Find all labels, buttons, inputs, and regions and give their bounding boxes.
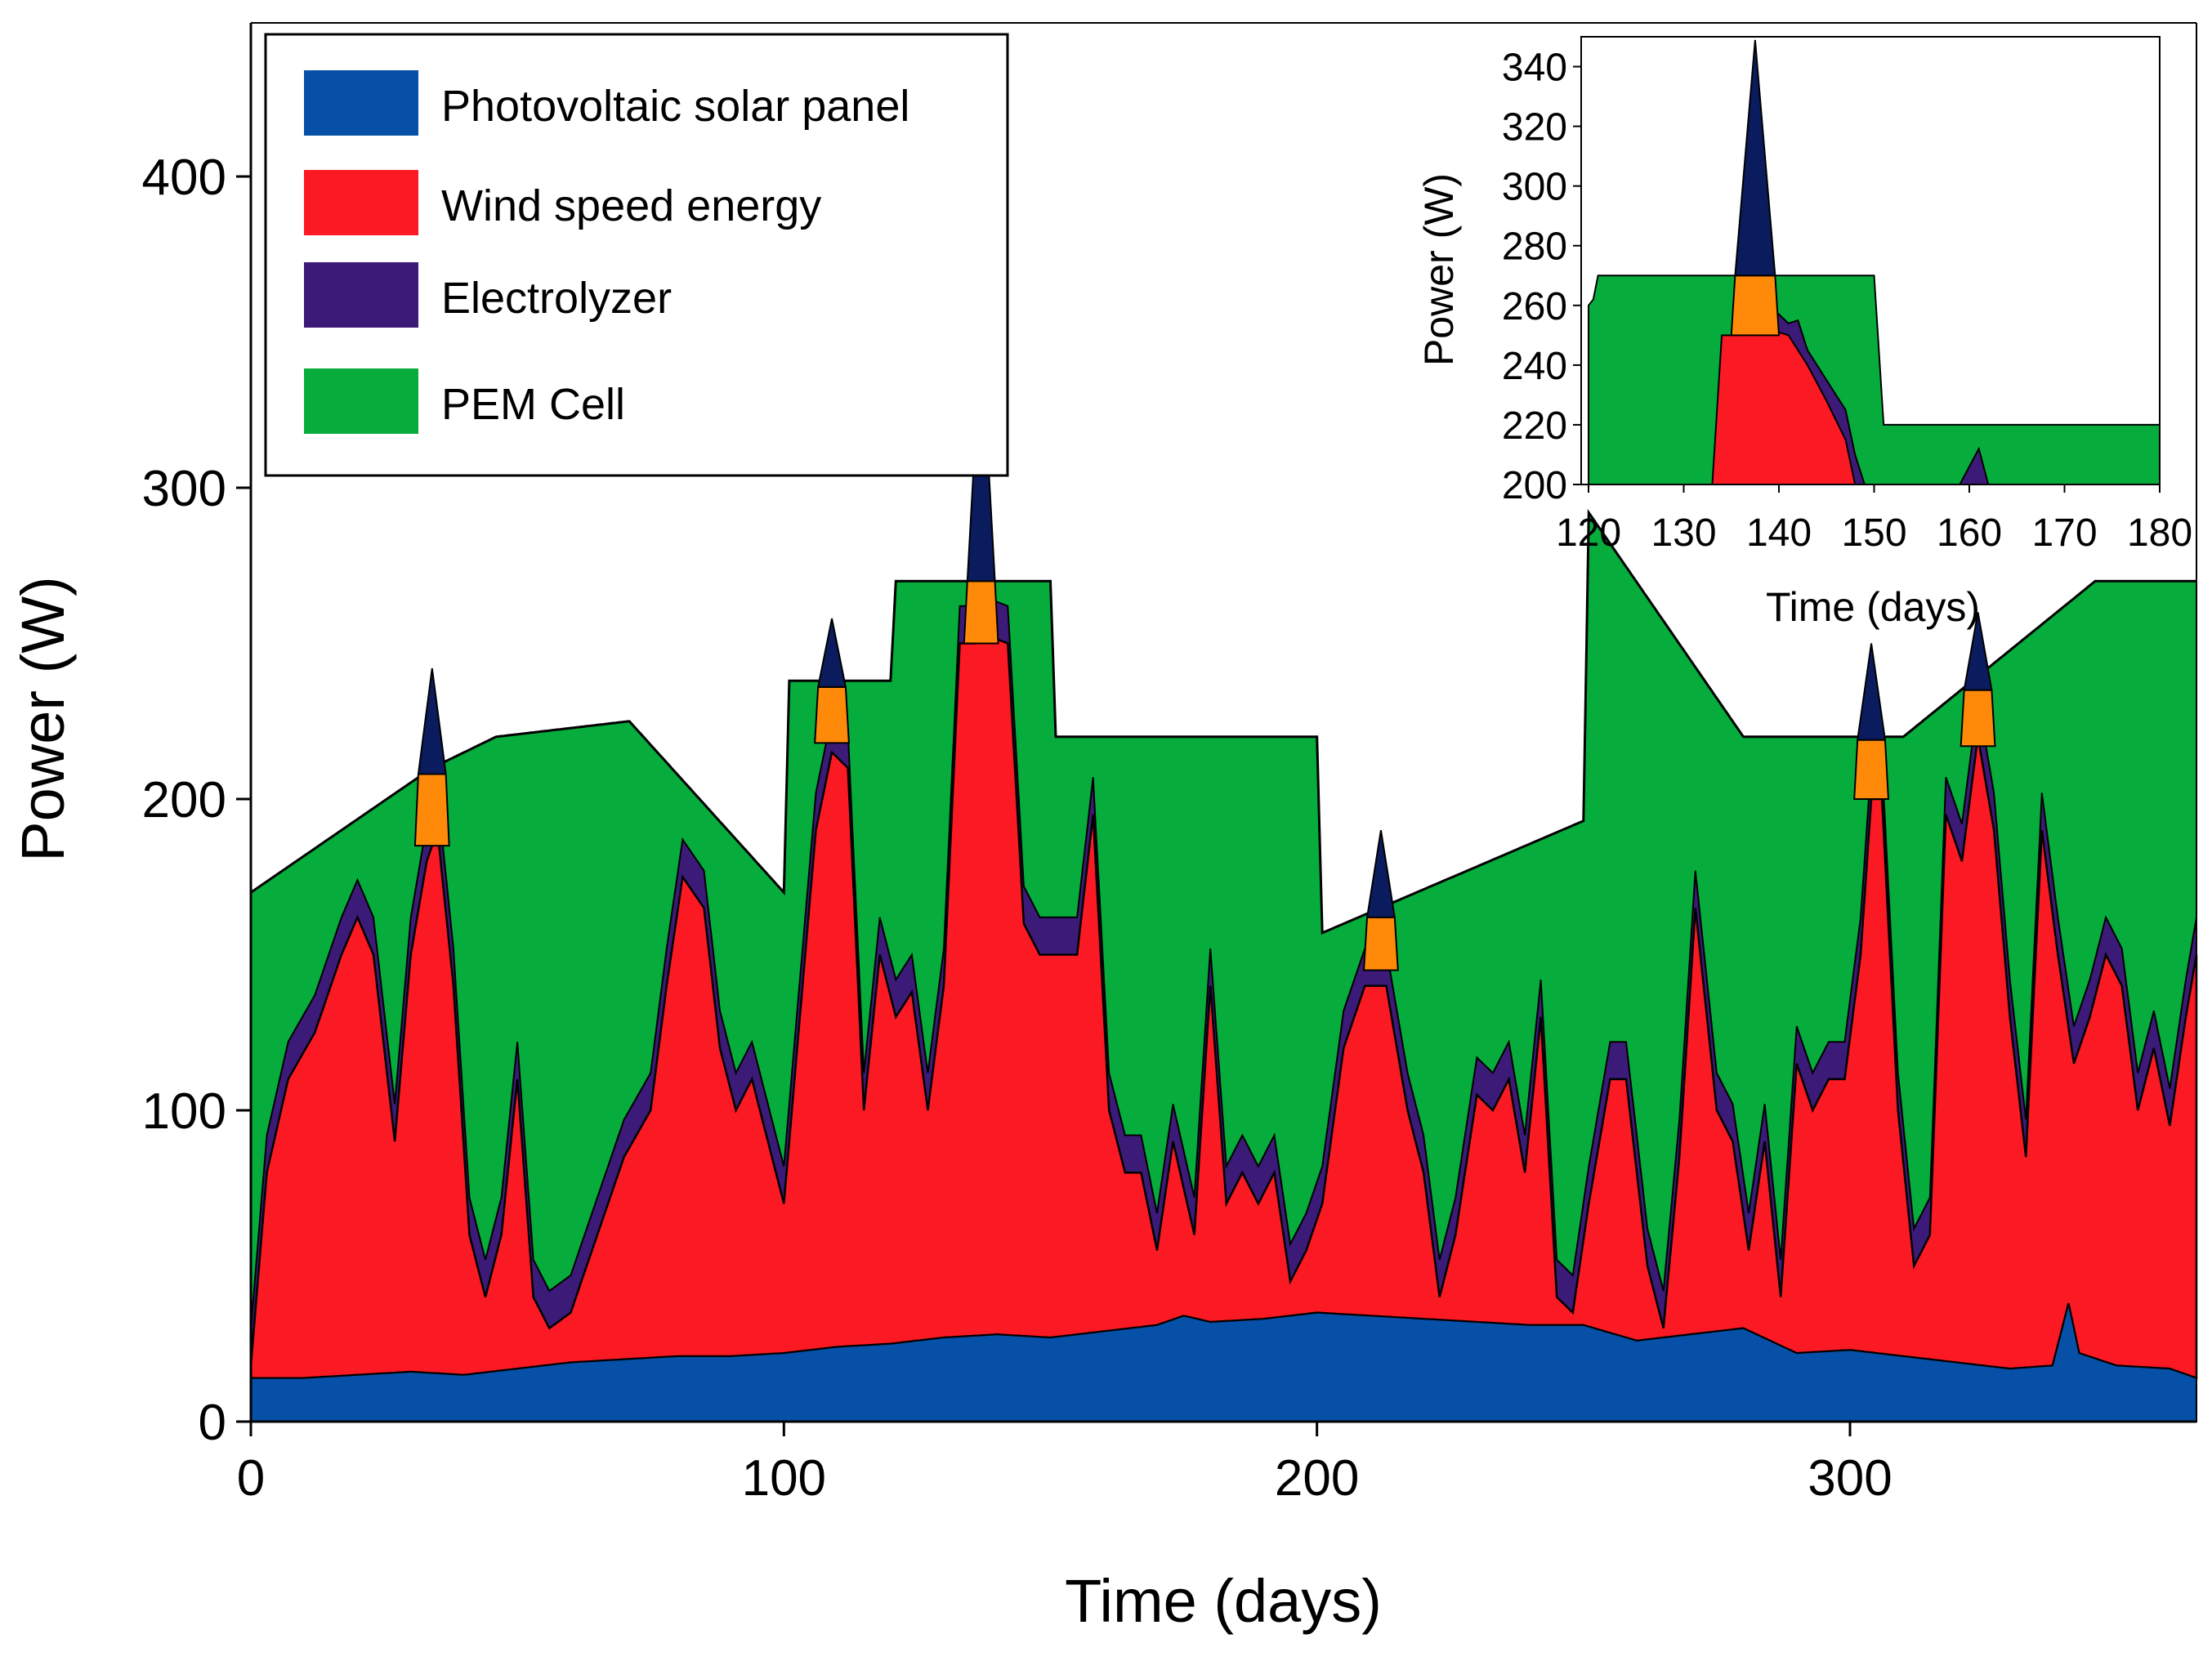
legend-swatch-wind [304, 170, 418, 235]
pv-peak-1 [816, 618, 847, 688]
surplus-peak-4 [1853, 739, 1890, 800]
inset-plot: 120 130 140 150 160 170 180 200 220 240 260 280 300 3… [1416, 36, 2192, 630]
x-axis-label: Time (days) [1065, 1567, 1382, 1635]
y-axis-label: Power (W) [9, 576, 77, 861]
inset-plot-areas [1588, 39, 2161, 485]
inset-plot-ticks: 120 130 140 150 160 170 180 200 220 240 260 280 300 3… [1502, 47, 2192, 555]
main-plot-areas [249, 332, 2198, 1422]
x-tick-label-100: 100 [742, 1450, 826, 1507]
main-plot: 0 100 200 300 0 100 200 300 400 Time (days) Powe… [9, 22, 2198, 1635]
pv-peak-0 [417, 668, 447, 775]
inset-y-tick-label-300: 300 [1502, 166, 1567, 209]
inset-x-tick-label-180: 180 [2127, 511, 2192, 555]
x-tick-label-0: 0 [237, 1450, 265, 1507]
y-tick-label-100: 100 [142, 1083, 226, 1140]
pv-peak-5 [1963, 612, 1993, 691]
inset-y-axis-label: Power (W) [1416, 173, 1462, 366]
inset-y-tick-label-320: 320 [1502, 106, 1567, 150]
inset-x-tick-label-140: 140 [1746, 511, 1812, 555]
main-plot-ticks: 0 100 200 300 0 100 200 300 400 [142, 150, 1892, 1507]
surplus-peak-1 [814, 685, 850, 744]
inset-y-tick-label-260: 260 [1502, 285, 1567, 328]
x-tick-label-300: 300 [1808, 1450, 1892, 1507]
inset-x-tick-label-130: 130 [1651, 511, 1716, 555]
inset-y-tick-label-200: 200 [1502, 464, 1567, 507]
pv-peak-3 [1365, 829, 1396, 918]
legend-swatch-pv [304, 70, 418, 136]
inset-y-tick-label-340: 340 [1502, 47, 1567, 90]
legend-swatch-electrolyzer [304, 262, 418, 328]
inset-x-tick-label-160: 160 [1937, 511, 2002, 555]
legend-label-electrolyzer: Electrolyzer [441, 274, 672, 323]
legend-label-pem: PEM Cell [441, 380, 625, 429]
pem-cell-area [251, 512, 2196, 1328]
surplus-peak-5 [1960, 689, 1996, 748]
inset-x-tick-label-120: 120 [1556, 511, 1621, 555]
inset-x-axis-label: Time (days) [1766, 584, 1980, 630]
surplus-peak-0 [413, 773, 450, 847]
main-plot-axes [249, 22, 2197, 1423]
legend-items: Photovoltaic solar panel Wind speed energ… [304, 70, 909, 434]
inset-surplus-peak [1730, 275, 1781, 337]
legend: Photovoltaic solar panel Wind speed energ… [264, 33, 1009, 477]
pv-peak-4 [1857, 643, 1887, 741]
inset-y-tick-label-240: 240 [1502, 345, 1567, 388]
inset-pv-peak [1734, 39, 1776, 277]
x-tick-label-200: 200 [1275, 1450, 1359, 1507]
y-tick-label-400: 400 [142, 150, 226, 206]
legend-label-wind: Wind speed energy [441, 181, 821, 230]
inset-y-tick-label-220: 220 [1502, 404, 1567, 448]
inset-x-tick-label-170: 170 [2031, 511, 2097, 555]
y-tick-label-0: 0 [199, 1395, 226, 1451]
legend-label-pv: Photovoltaic solar panel [441, 82, 909, 131]
inset-x-tick-label-150: 150 [1841, 511, 1906, 555]
legend-swatch-pem [304, 368, 418, 434]
surplus-peak-3 [1362, 916, 1399, 971]
y-tick-label-200: 200 [142, 772, 226, 828]
inset-y-tick-label-280: 280 [1502, 225, 1567, 269]
y-tick-label-300: 300 [142, 461, 226, 517]
inset-frame [1580, 36, 2161, 485]
surplus-peak-2 [963, 580, 999, 645]
